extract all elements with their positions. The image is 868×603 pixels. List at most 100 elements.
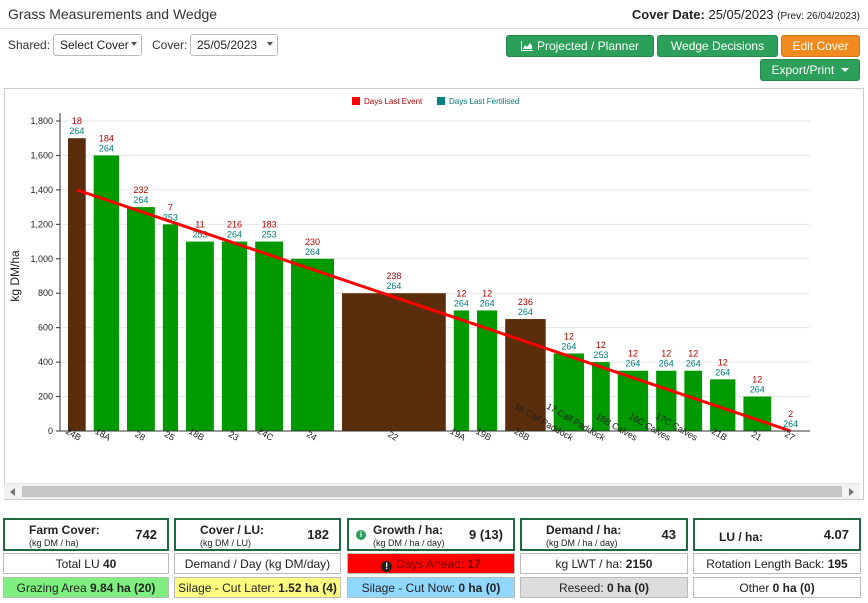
legend-swatch [437, 97, 445, 105]
days-last-fertilised-label: 264 [133, 195, 148, 205]
wedge-chart: 1826418426423226472531125321626418325323… [8, 97, 810, 443]
demand-unit: (kg DM / ha / day) [546, 538, 618, 548]
wedge-decisions-button[interactable]: Wedge Decisions [657, 35, 778, 57]
chart-icon [520, 41, 533, 51]
y-tick-label: 400 [38, 357, 53, 367]
bar [127, 207, 155, 431]
days-last-event-label: 238 [386, 271, 401, 281]
chart-panel: 18 264 184 264 232 264 7 253 11 253 216 264 183 253 23… [4, 88, 864, 500]
days-last-event-label: 236 [518, 297, 533, 307]
days-last-fertilised-label: 253 [593, 350, 608, 360]
scroll-thumb[interactable] [22, 486, 842, 497]
cover-select[interactable]: 25/05/2023 [190, 34, 278, 56]
scroll-left-arrow-icon[interactable] [10, 488, 15, 496]
days-last-fertilised-label: 264 [561, 342, 576, 352]
grazing-area-cell[interactable]: Grazing Area 9.84 ha (20) [3, 577, 169, 598]
days-last-event-label: 184 [99, 133, 114, 143]
silage-cut-later-cell[interactable]: Silage - Cut Later: 1.52 ha (4) [174, 577, 341, 598]
y-tick-label: 1,600 [30, 150, 53, 160]
x-tick-label: 22 [386, 429, 400, 443]
days-last-fertilised-label: 253 [192, 230, 207, 240]
days-last-fertilised-label: 264 [659, 359, 674, 369]
growth-unit: (kg DM / ha / day) [373, 538, 445, 548]
bar [453, 310, 469, 431]
days-last-fertilised-label: 264 [625, 359, 640, 369]
growth-value: 9 (13) [469, 527, 503, 542]
bar [592, 362, 610, 431]
demand-day-cell: Demand / Day (kg DM/day) 423 [174, 553, 341, 591]
silage-cut-now-cell[interactable]: Silage - Cut Now: 0 ha (0) [347, 577, 515, 598]
other-cell[interactable]: Other 0 ha (0) [693, 577, 861, 598]
x-tick-label: 28 [133, 429, 147, 443]
chart-scrollbar[interactable] [4, 483, 860, 499]
bar [342, 293, 446, 431]
lu-ha-value: 4.07 [823, 527, 849, 542]
y-tick-label: 1,800 [30, 116, 53, 126]
cover-date: Cover Date: 25/05/2023 (Prev: 26/04/2023… [632, 7, 860, 22]
bar [255, 241, 284, 431]
y-tick-label: 600 [38, 323, 53, 333]
days-last-fertilised-label: 253 [163, 212, 178, 222]
cover-lu-unit: (kg DM / LU) [200, 538, 252, 548]
annotations-layer: 1826418426423226472531125321626418325323… [69, 116, 798, 433]
projected-planner-button[interactable]: Projected / Planner [506, 35, 654, 57]
days-last-event-label: 12 [688, 349, 698, 359]
y-tick-label: 800 [38, 288, 53, 298]
legend: Days Last Event Days Last Fertilised [352, 97, 519, 106]
demand-label: Demand / ha: [546, 523, 622, 537]
export-print-button[interactable]: Export/Print [760, 59, 860, 81]
chevron-down-icon [131, 42, 137, 46]
scroll-right-arrow-icon[interactable] [849, 488, 854, 496]
growth-label: Growth / ha: [373, 523, 443, 537]
legend-swatch [352, 97, 360, 105]
reseed-cell[interactable]: Reseed: 0 ha (0) [520, 577, 688, 598]
days-last-fertilised-label: 264 [305, 247, 320, 257]
demand-stat: Demand / ha: (kg DM / ha / day) 43 [520, 518, 688, 551]
days-last-event-label: 11 [195, 220, 204, 230]
wedge-target-line [76, 188, 792, 433]
days-last-event-label: 18 [72, 116, 82, 126]
y-tick-label: 1,400 [30, 185, 53, 195]
lwt-ha-cell: kg LWT / ha: 2150 [520, 553, 688, 574]
rotation-length-cell: Rotation Length Back: 195 [693, 553, 861, 574]
lu-ha-stat: LU / ha: 4.07 [693, 518, 861, 551]
y-axis-label: kg DM/ha [8, 250, 22, 302]
edit-cover-button[interactable]: Edit Cover [781, 35, 860, 57]
farm-cover-stat: Farm Cover: (kg DM / ha) 742 [3, 518, 169, 551]
cover-label: Cover: [152, 38, 188, 52]
bar [291, 258, 335, 431]
days-last-event-label: 216 [227, 220, 242, 230]
bar [186, 241, 214, 431]
chevron-down-icon [267, 42, 273, 46]
days-last-fertilised-label: 264 [69, 126, 84, 136]
bar [743, 396, 772, 431]
x-tick-label: 21 [750, 429, 764, 443]
days-last-fertilised-label: 264 [686, 359, 701, 369]
days-last-event-label: 230 [305, 237, 320, 247]
info-icon[interactable]: i [356, 530, 366, 540]
days-last-fertilised-label: 264 [99, 143, 114, 153]
farm-cover-unit: (kg DM / ha) [29, 538, 79, 548]
cover-lu-label: Cover / LU: [200, 523, 265, 537]
page-title: Grass Measurements and Wedge [8, 6, 218, 22]
days-last-event-label: 12 [628, 349, 638, 359]
total-lu-cell: Total LU 40 [3, 553, 169, 574]
bar [553, 353, 585, 431]
y-tick-label: 1,000 [30, 254, 53, 264]
days-last-fertilised-label: 264 [518, 307, 533, 317]
days-last-event-label: 12 [661, 349, 671, 359]
shared-select[interactable]: Select Cover [53, 34, 142, 56]
days-last-fertilised-label: 264 [454, 298, 469, 308]
header-divider [0, 28, 868, 29]
shared-label: Shared: [8, 38, 51, 52]
days-last-event-label: 2 [788, 409, 793, 419]
caret-down-icon [840, 68, 849, 72]
bar [221, 241, 248, 431]
legend-label: Days Last Fertilised [449, 97, 519, 106]
days-last-event-label: 12 [718, 357, 728, 367]
days-ahead-cell: ! Days Ahead: 17 [347, 553, 515, 574]
bar [162, 224, 179, 431]
days-last-event-label: 7 [168, 202, 173, 212]
cover-date-value: 25/05/2023 [708, 7, 774, 22]
shared-select-value: Select Cover [60, 38, 129, 52]
